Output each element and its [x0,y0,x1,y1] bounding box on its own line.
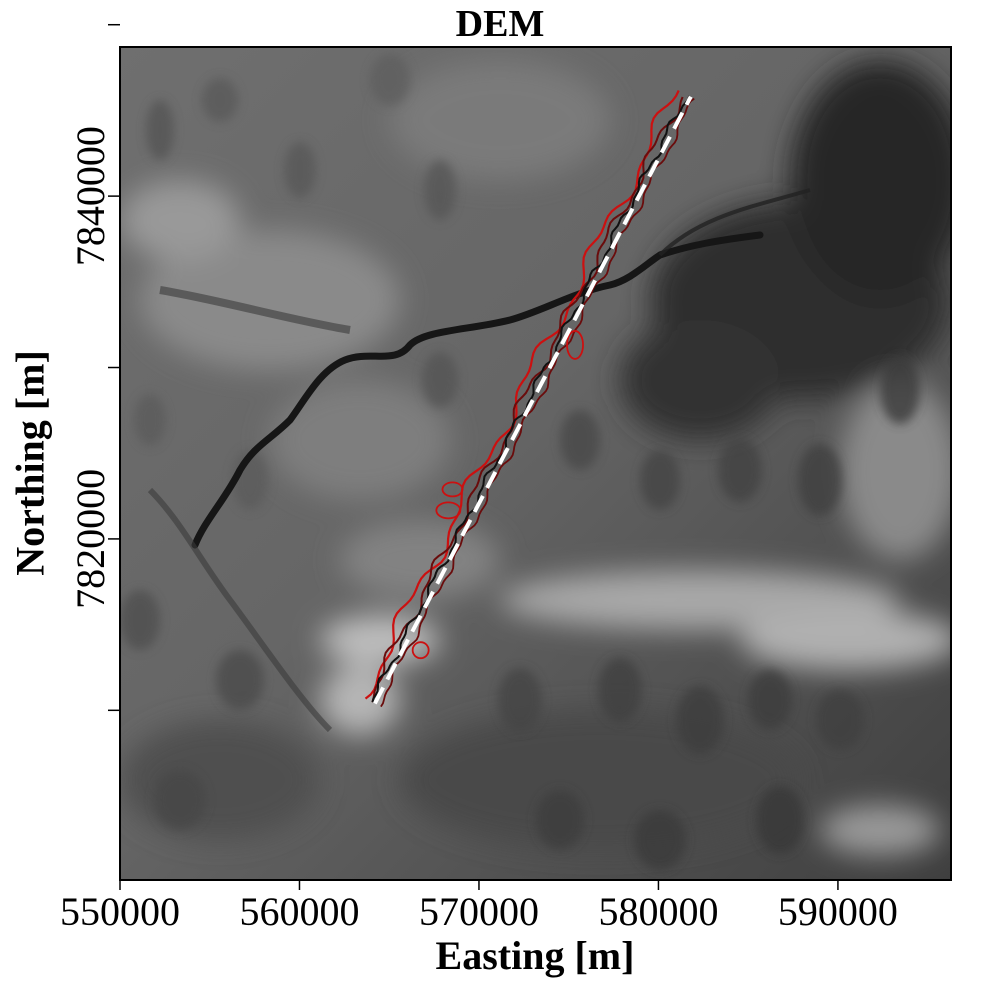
y-axis-label: Northing [m] [7,350,53,576]
contour-loop [411,641,430,660]
elevation-raster [120,47,951,880]
x-tick-label: 560000 [239,889,359,934]
contour-loop [435,501,462,520]
x-axis: 550000 560000 570000 580000 590000 [60,880,898,934]
y-tick-label: 7840000 [68,126,113,266]
x-axis-label: Easting [m] [435,933,635,978]
x-tick-label: 580000 [598,889,718,934]
profile-overlay [364,90,695,708]
profile-line [373,95,693,705]
y-axis: 7820000 7840000 [68,23,120,712]
map-title: DEM [455,3,545,45]
x-tick-label: 590000 [778,889,898,934]
contour-loop [441,481,464,498]
river-channel [191,231,764,549]
x-tick-label: 570000 [419,889,539,934]
x-tick-label: 550000 [60,889,180,934]
contour-loop [566,330,584,360]
plot-frame [119,46,952,881]
y-tick-label: 7820000 [68,469,113,609]
contour-line-mid [371,96,684,703]
